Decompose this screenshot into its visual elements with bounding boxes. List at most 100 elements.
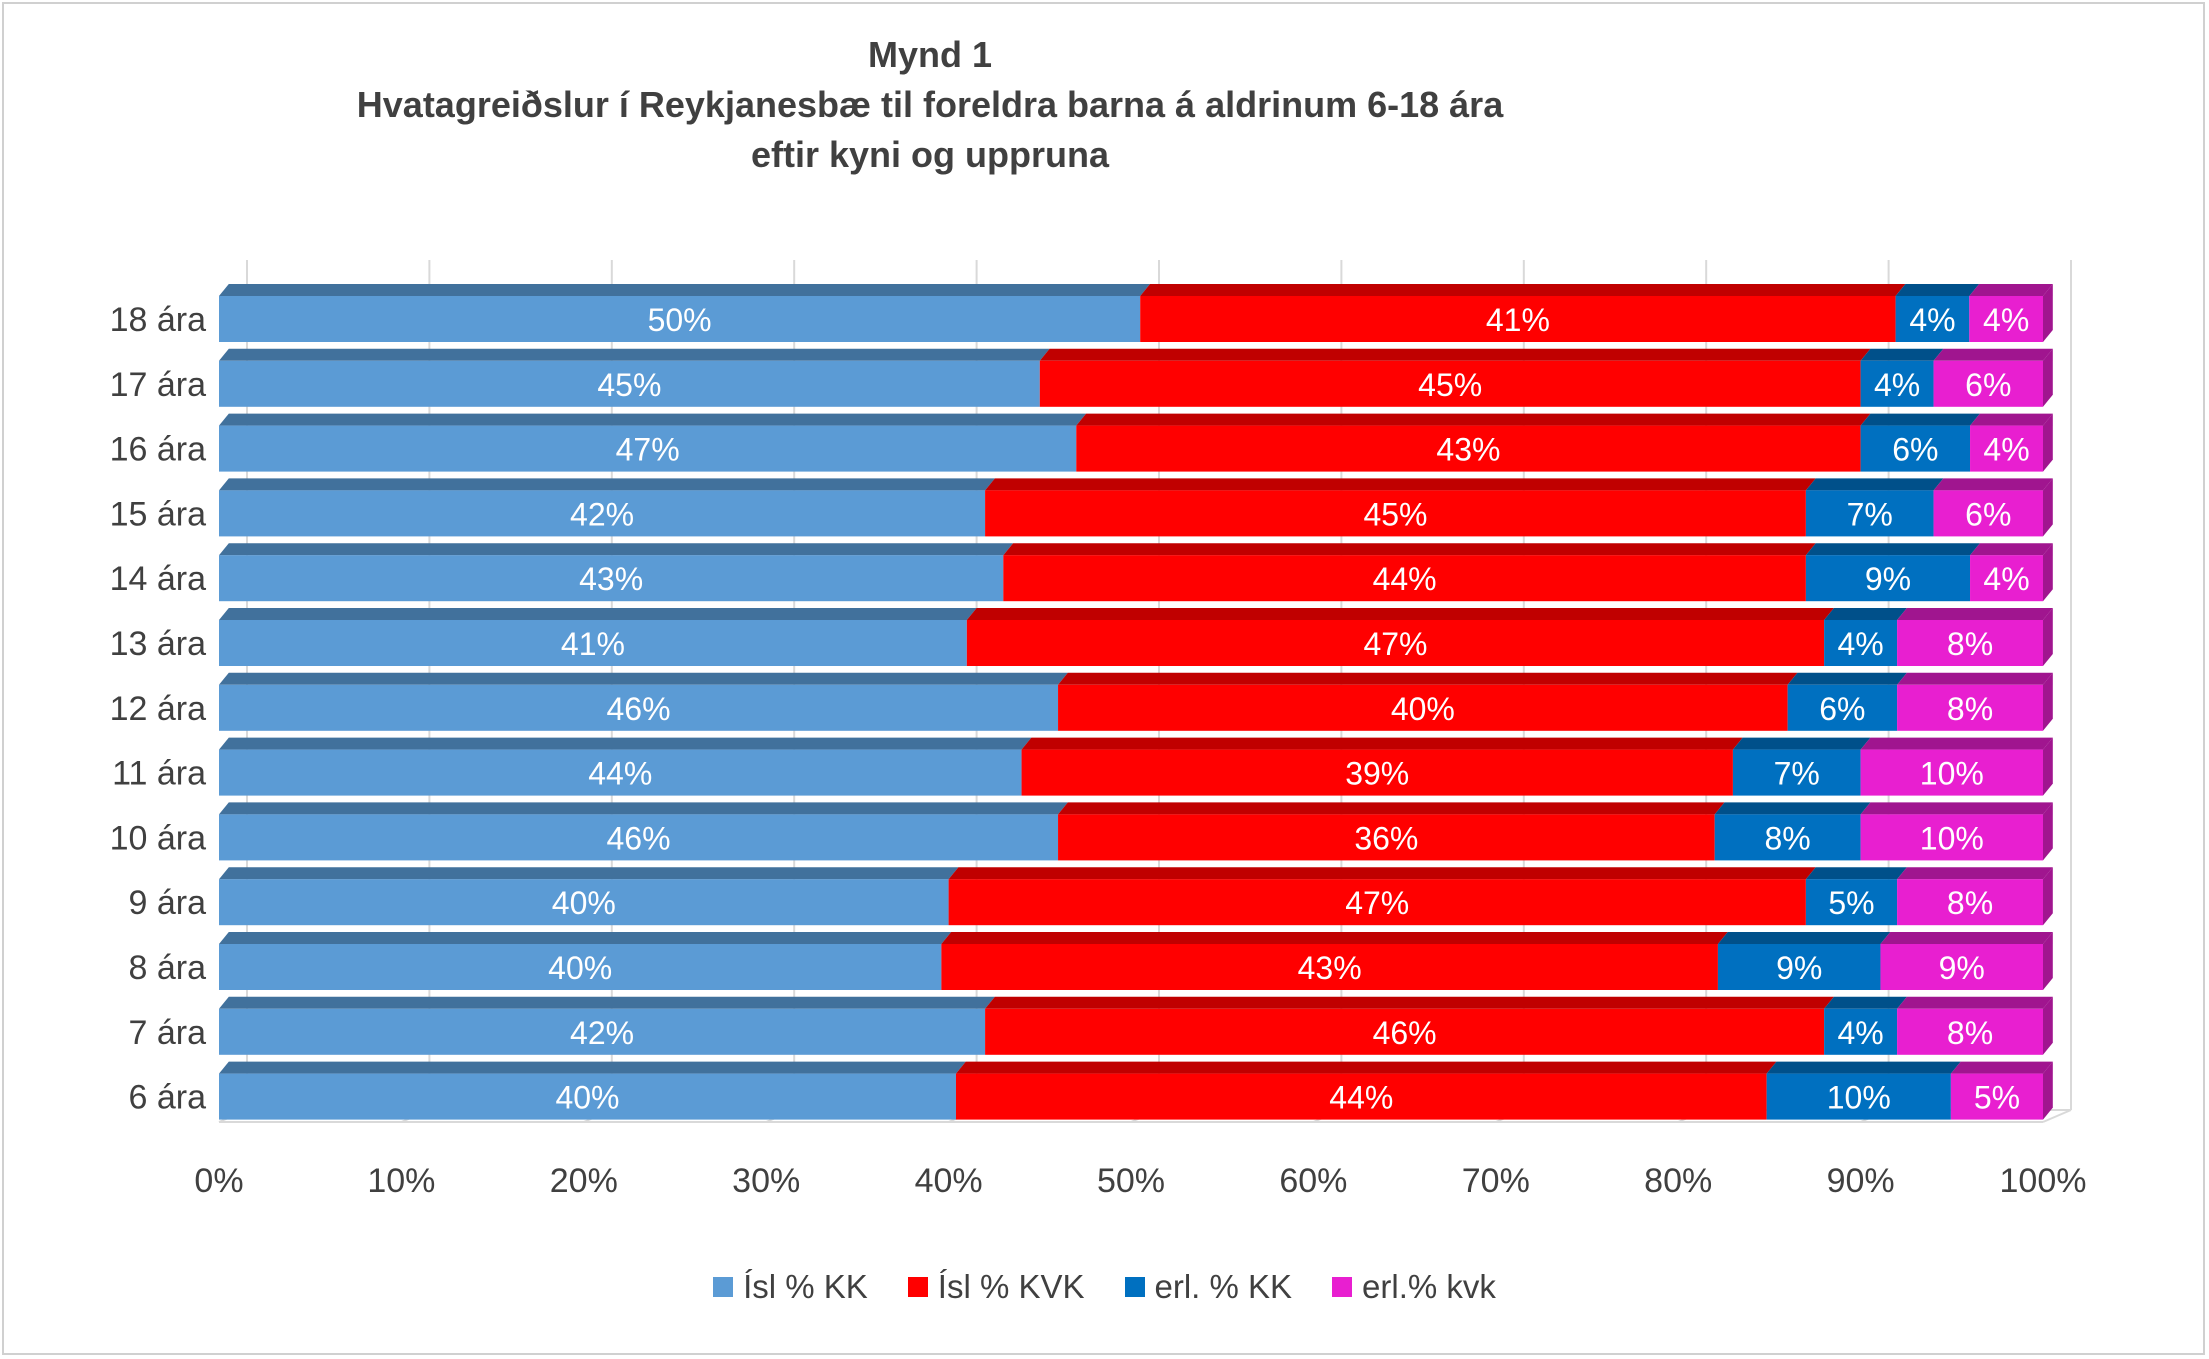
- bar-segment-top: [985, 996, 1834, 1009]
- bar-segment-top: [1824, 996, 1907, 1009]
- bar-segment-top: [1897, 608, 2053, 620]
- bar-segment-top: [1880, 932, 2053, 944]
- bar-segment-side: [2043, 996, 2053, 1055]
- data-label: 45%: [1363, 496, 1427, 532]
- legend-swatch: [1332, 1277, 1353, 1297]
- bar-segment: [1895, 296, 1970, 342]
- bar-segment: [219, 944, 942, 990]
- bar-segment-top: [1860, 737, 2053, 750]
- data-label: 46%: [1373, 1015, 1437, 1051]
- bar-segment-top: [1076, 413, 1871, 426]
- bar-segment: [1897, 684, 2043, 731]
- bar-segment: [948, 879, 1806, 926]
- bar-segment-side: [2043, 543, 2053, 602]
- bar-segment-top: [1969, 284, 2053, 296]
- bar-segment-top: [941, 932, 1728, 944]
- legend-item: Ísl % KK: [713, 1268, 868, 1306]
- bar-segment: [219, 620, 967, 666]
- legend-item: Ísl % KVK: [907, 1268, 1085, 1306]
- bar-segment-top: [219, 672, 1068, 685]
- bar-segment: [1076, 425, 1861, 472]
- bar-segment-top: [1766, 1061, 1961, 1074]
- category-label: 17 ára: [110, 366, 206, 404]
- data-label: 42%: [570, 1015, 634, 1051]
- bar-segment-side: [2043, 932, 2053, 990]
- data-label: 44%: [588, 756, 652, 792]
- data-label: 50%: [648, 302, 712, 338]
- data-label: 45%: [1418, 367, 1482, 403]
- data-label: 4%: [1874, 367, 1920, 403]
- bar-segment: [219, 1008, 986, 1055]
- data-label: 43%: [579, 561, 643, 597]
- bar-segment-side: [2043, 672, 2053, 731]
- data-label: 10%: [1827, 1080, 1891, 1116]
- data-label: 8%: [1765, 820, 1811, 856]
- legend-swatch: [713, 1277, 734, 1297]
- bar-segment: [219, 879, 949, 926]
- bar-segment-top: [955, 1061, 1777, 1074]
- bar-segment-top: [1897, 672, 2053, 685]
- bar-segment: [1824, 620, 1898, 666]
- legend-item: erl.% kvk: [1332, 1268, 1496, 1306]
- bar-segment: [1805, 490, 1934, 537]
- bar-segment: [1714, 814, 1861, 861]
- bar-segment: [219, 490, 986, 537]
- data-label: 36%: [1354, 820, 1418, 856]
- chart-legend: Ísl % KK Ísl % KVK erl. % KK erl.% kvk: [0, 1268, 2209, 1306]
- data-label: 40%: [555, 1080, 619, 1116]
- bar-segment-top: [1860, 802, 2053, 815]
- bar-segment: [1860, 425, 1971, 472]
- bar-segment-top: [219, 413, 1087, 426]
- bar-segment-top: [219, 737, 1032, 750]
- bar-segment: [941, 944, 1718, 990]
- category-label: 11 ára: [112, 755, 206, 793]
- data-label: 9%: [1776, 950, 1822, 986]
- data-label: 8%: [1947, 885, 1993, 921]
- bar-segment-top: [219, 478, 995, 491]
- data-label: 47%: [1363, 626, 1427, 662]
- bar-segment: [1969, 296, 2043, 342]
- bar-segment: [985, 490, 1806, 537]
- bar-segment: [219, 296, 1141, 342]
- category-label: 18 ára: [110, 301, 206, 339]
- data-label: 5%: [1974, 1080, 2020, 1116]
- data-label: 43%: [1298, 950, 1362, 986]
- bar-segment-top: [1897, 996, 2053, 1009]
- floor-gridline: [2042, 1109, 2072, 1123]
- bar-segment: [1897, 1008, 2043, 1055]
- data-label: 4%: [1837, 626, 1883, 662]
- chart-title-line: Mynd 1: [867, 34, 992, 75]
- legend-label: Ísl % KK: [743, 1268, 868, 1305]
- bar-segment: [219, 360, 1040, 407]
- category-label: 9 ára: [129, 884, 207, 922]
- legend-label: Ísl % KVK: [937, 1268, 1085, 1305]
- chart-title: Mynd 1 Hvatagreiðslur í Reykjanesbæ til …: [0, 30, 1860, 180]
- bar-segment: [1933, 360, 2043, 407]
- bar-segment-top: [1933, 348, 2053, 361]
- bar-segment-top: [1805, 867, 1907, 880]
- bar-segment-top: [219, 932, 952, 944]
- bar-segment-top: [1039, 348, 1871, 361]
- bar-segment-side: [2043, 478, 2053, 537]
- category-label: 16 ára: [110, 431, 206, 469]
- bar-segment: [1897, 879, 2043, 926]
- data-label: 4%: [1837, 1015, 1883, 1051]
- data-label: 8%: [1947, 691, 1993, 727]
- bar-segment: [1970, 555, 2043, 602]
- bar-segment: [1860, 749, 2043, 796]
- bar-segment-top: [1003, 543, 1816, 556]
- data-label: 5%: [1828, 885, 1874, 921]
- bar-segment-top: [219, 348, 1050, 361]
- bar-segment-top: [1895, 284, 1980, 296]
- legend-item: erl. % KK: [1124, 1268, 1292, 1306]
- bar-segment-top: [1805, 478, 1944, 491]
- x-tick-label: 100%: [2000, 1162, 2087, 1200]
- data-label: 8%: [1947, 1015, 1993, 1051]
- bar-segment: [966, 620, 1825, 666]
- bar-segment: [1897, 620, 2043, 666]
- bar-segment: [1805, 879, 1898, 926]
- data-label: 41%: [561, 626, 625, 662]
- bar-segment: [1058, 814, 1715, 861]
